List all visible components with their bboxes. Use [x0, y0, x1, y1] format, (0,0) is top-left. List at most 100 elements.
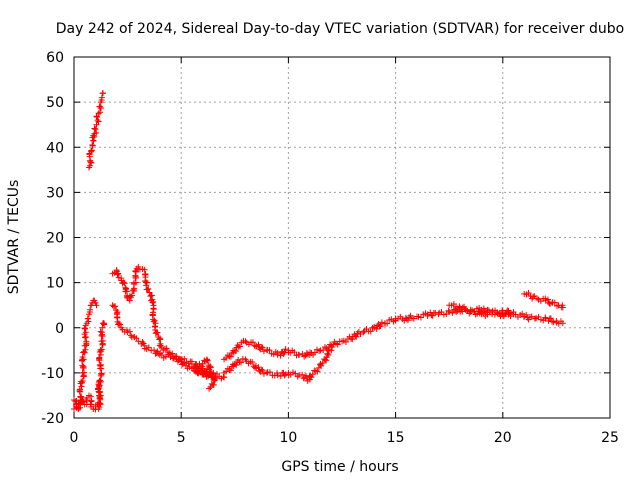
data-point-fill: [545, 296, 552, 303]
data-point: [101, 320, 108, 327]
y-axis-label: SDTVAR / TECUs: [6, 180, 22, 295]
y-tick-label: -10: [41, 366, 64, 382]
data-point-fill: [506, 310, 513, 317]
data-point-fill: [472, 311, 479, 318]
data-point-fill: [530, 293, 537, 300]
data-point-fill: [87, 401, 94, 408]
data-point: [98, 94, 105, 101]
chart-title: Day 242 of 2024, Sidereal Day-to-day VTE…: [56, 21, 624, 37]
data-point-fill: [169, 350, 176, 357]
data-point: [534, 295, 541, 302]
data-point-fill: [249, 339, 256, 346]
data-point: [559, 320, 566, 327]
data-point-fill: [299, 371, 306, 378]
data-point-fill: [91, 125, 98, 132]
data-point-fill: [258, 366, 265, 373]
data-point-fill: [93, 114, 100, 121]
data-point-fill: [96, 354, 103, 361]
data-point-fill: [266, 347, 273, 354]
data-point-fill: [291, 349, 298, 356]
data-point: [206, 385, 213, 392]
data-point-fill: [282, 371, 289, 378]
data-point-fill: [97, 346, 104, 353]
data-point-fill: [528, 313, 535, 320]
data-point-fill: [203, 368, 210, 375]
data-point-fill: [163, 345, 170, 352]
data-point-fill: [463, 307, 470, 314]
data-point: [499, 308, 506, 315]
data-point-fill: [282, 346, 289, 353]
x-axis-label: GPS time / hours: [281, 459, 398, 475]
data-point-fill: [233, 362, 240, 369]
data-point-fill: [81, 349, 88, 356]
data-point: [89, 141, 96, 148]
y-tick-label: 20: [46, 231, 64, 247]
data-point-fill: [149, 299, 156, 306]
data-point-fill: [97, 328, 104, 335]
data-point: [93, 302, 100, 309]
data-point: [328, 347, 335, 354]
data-point-fill: [139, 339, 146, 346]
data-point-fill: [207, 369, 214, 376]
data-point-fill: [128, 292, 135, 299]
y-tick-label: 40: [46, 140, 64, 156]
data-point-fill: [93, 129, 100, 136]
data-point: [446, 308, 453, 315]
data-point-fill: [249, 359, 256, 366]
data-point-fill: [550, 319, 557, 326]
data-point-fill: [122, 285, 129, 292]
data-point-fill: [549, 318, 556, 325]
data-point: [489, 308, 496, 315]
data-point: [109, 302, 116, 309]
data-point-fill: [204, 357, 211, 364]
data-point: [167, 354, 174, 361]
data-point-fill: [82, 346, 89, 353]
data-point-fill: [89, 142, 96, 149]
grid: [74, 57, 610, 418]
y-tick-label: 50: [46, 95, 64, 111]
data-point-fill: [547, 315, 554, 322]
data-point-fill: [97, 377, 104, 384]
data-point-fill: [480, 305, 487, 312]
data-point: [296, 351, 303, 358]
data-point: [71, 396, 77, 403]
data-point-fill: [329, 344, 336, 351]
data-point-fill: [96, 377, 103, 384]
data-point-fill: [258, 344, 265, 351]
data-point-fill: [314, 368, 321, 375]
data-point-fill: [87, 159, 94, 166]
data-point-fill: [158, 344, 165, 351]
data-point-fill: [378, 319, 385, 326]
data-point: [559, 304, 566, 311]
y-tick-label: 30: [46, 185, 64, 201]
data-point-fill: [154, 329, 161, 336]
data-point-fill: [89, 147, 96, 154]
data-point-fill: [319, 359, 326, 366]
data-point-fill: [523, 311, 530, 318]
y-tick-label: -20: [41, 411, 64, 427]
data-point-fill: [151, 347, 158, 354]
data-point: [93, 121, 100, 128]
data-point-fill: [445, 307, 452, 314]
data-point-fill: [237, 343, 244, 350]
data-point: [87, 306, 94, 313]
x-tick-label: 10: [279, 430, 297, 446]
data-point: [99, 324, 106, 331]
data-point-fill: [404, 317, 411, 324]
y-tick-label: 10: [46, 276, 64, 292]
data-point: [135, 338, 142, 345]
data-point-fill: [485, 307, 492, 314]
data-point-fill: [198, 367, 205, 374]
data-point-fill: [260, 370, 267, 377]
data-point-fill: [316, 347, 323, 354]
data-point-fill: [145, 285, 152, 292]
data-point-fill: [176, 355, 183, 362]
data-point-fill: [429, 312, 436, 319]
data-point-fill: [280, 350, 287, 357]
data-point-fill: [353, 333, 360, 340]
x-tick-label: 20: [494, 430, 512, 446]
data-point: [99, 90, 106, 97]
data-point-fill: [95, 118, 102, 125]
data-points: [71, 90, 566, 413]
